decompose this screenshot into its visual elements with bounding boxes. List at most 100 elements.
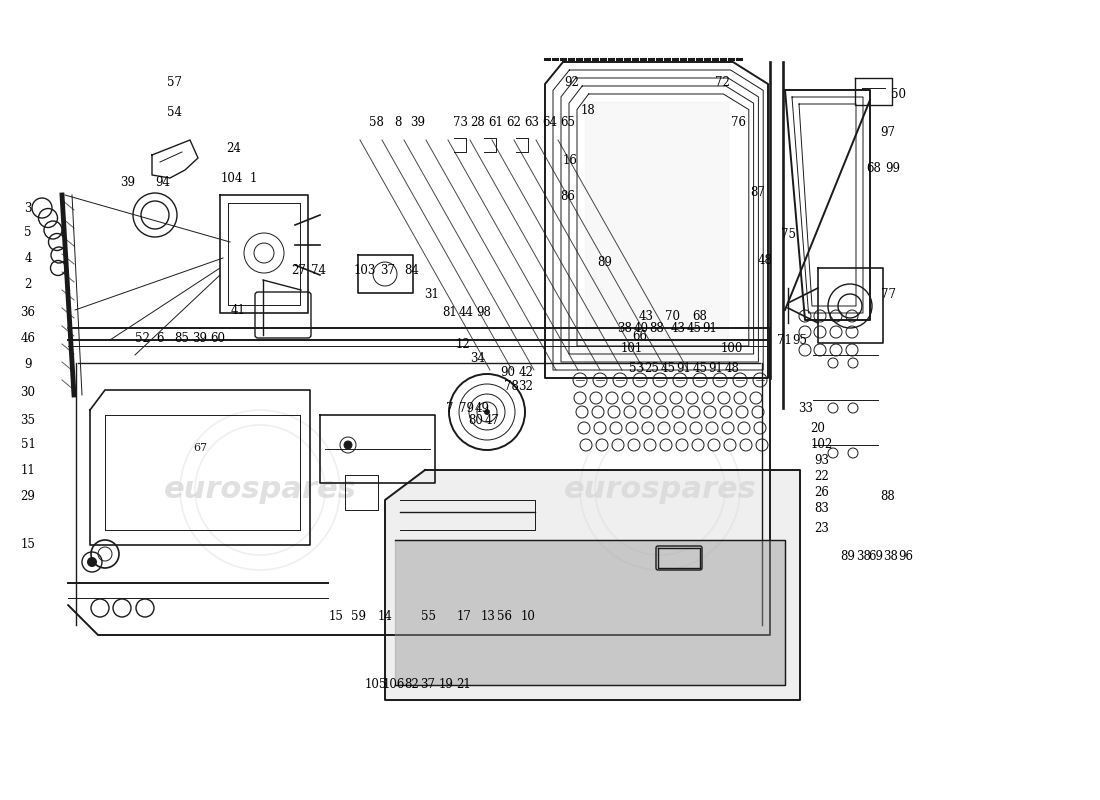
Text: 33: 33 bbox=[799, 402, 814, 414]
Text: 44: 44 bbox=[459, 306, 473, 318]
Text: 79: 79 bbox=[459, 402, 473, 414]
Text: 85: 85 bbox=[175, 331, 189, 345]
Text: 88: 88 bbox=[650, 322, 664, 334]
Text: 63: 63 bbox=[525, 115, 539, 129]
Text: 17: 17 bbox=[456, 610, 472, 622]
Text: 45: 45 bbox=[693, 362, 707, 374]
Text: 66: 66 bbox=[632, 330, 648, 342]
Text: 72: 72 bbox=[715, 75, 729, 89]
Text: 10: 10 bbox=[520, 610, 536, 622]
Text: 84: 84 bbox=[405, 263, 419, 277]
Text: 99: 99 bbox=[886, 162, 901, 174]
Text: 55: 55 bbox=[420, 610, 436, 622]
Text: 1: 1 bbox=[250, 171, 256, 185]
Text: 15: 15 bbox=[329, 610, 343, 622]
Text: 82: 82 bbox=[405, 678, 419, 690]
Text: 92: 92 bbox=[564, 75, 580, 89]
Text: 49: 49 bbox=[474, 402, 490, 414]
Text: 106: 106 bbox=[383, 678, 405, 690]
Text: 87: 87 bbox=[750, 186, 766, 198]
Text: 16: 16 bbox=[562, 154, 578, 166]
Text: 42: 42 bbox=[518, 366, 534, 379]
Text: 30: 30 bbox=[21, 386, 35, 398]
Text: 60: 60 bbox=[210, 331, 225, 345]
Text: 26: 26 bbox=[815, 486, 829, 498]
Text: 76: 76 bbox=[730, 115, 746, 129]
Text: 46: 46 bbox=[21, 331, 35, 345]
Text: 73: 73 bbox=[452, 115, 468, 129]
Text: 83: 83 bbox=[815, 502, 829, 514]
Text: 86: 86 bbox=[561, 190, 575, 202]
Text: 101: 101 bbox=[620, 342, 644, 354]
Text: 9: 9 bbox=[24, 358, 32, 371]
Text: 3: 3 bbox=[24, 202, 32, 214]
Text: 98: 98 bbox=[476, 306, 492, 318]
Text: 20: 20 bbox=[811, 422, 825, 434]
Text: 89: 89 bbox=[597, 257, 613, 270]
Text: 56: 56 bbox=[496, 610, 512, 622]
Text: 94: 94 bbox=[155, 175, 170, 189]
Text: 68: 68 bbox=[693, 310, 707, 322]
Text: 48: 48 bbox=[725, 362, 739, 374]
Text: 4: 4 bbox=[24, 251, 32, 265]
Text: 77: 77 bbox=[880, 289, 895, 302]
Text: 39: 39 bbox=[121, 175, 135, 189]
Text: 100: 100 bbox=[720, 342, 744, 354]
Text: 39: 39 bbox=[192, 331, 208, 345]
Text: 45: 45 bbox=[686, 322, 702, 334]
Text: 43: 43 bbox=[671, 322, 685, 334]
Text: 74: 74 bbox=[310, 263, 326, 277]
Text: 102: 102 bbox=[811, 438, 833, 450]
Text: 70: 70 bbox=[664, 310, 680, 322]
Text: 6: 6 bbox=[156, 331, 164, 345]
Text: 95: 95 bbox=[792, 334, 807, 346]
Text: 57: 57 bbox=[167, 75, 183, 89]
Text: 34: 34 bbox=[471, 351, 485, 365]
Text: 91: 91 bbox=[703, 322, 717, 334]
Text: 71: 71 bbox=[777, 334, 791, 346]
Text: 81: 81 bbox=[442, 306, 458, 318]
Text: 67: 67 bbox=[192, 443, 207, 453]
Text: 78: 78 bbox=[504, 379, 518, 393]
Text: 5: 5 bbox=[24, 226, 32, 238]
Text: 65: 65 bbox=[561, 115, 575, 129]
Text: eurospares: eurospares bbox=[164, 475, 356, 505]
Text: 13: 13 bbox=[481, 610, 495, 622]
Text: 104: 104 bbox=[221, 171, 243, 185]
Text: 45: 45 bbox=[660, 362, 675, 374]
Polygon shape bbox=[395, 540, 785, 685]
Text: 91: 91 bbox=[676, 362, 692, 374]
Text: 8: 8 bbox=[394, 115, 402, 129]
Text: 43: 43 bbox=[638, 310, 653, 322]
Text: 96: 96 bbox=[899, 550, 913, 562]
Circle shape bbox=[344, 441, 352, 449]
Text: 40: 40 bbox=[634, 322, 649, 334]
Text: 103: 103 bbox=[354, 263, 376, 277]
Text: 90: 90 bbox=[500, 366, 516, 379]
Text: 35: 35 bbox=[21, 414, 35, 426]
Text: 64: 64 bbox=[542, 115, 558, 129]
Text: 89: 89 bbox=[840, 550, 856, 562]
Text: 38: 38 bbox=[883, 550, 899, 562]
Text: 50: 50 bbox=[891, 89, 905, 102]
Text: 59: 59 bbox=[351, 610, 365, 622]
Text: 38: 38 bbox=[857, 550, 871, 562]
Polygon shape bbox=[585, 102, 728, 363]
Text: 15: 15 bbox=[21, 538, 35, 551]
Text: 31: 31 bbox=[425, 289, 439, 302]
Text: 62: 62 bbox=[507, 115, 521, 129]
Text: 37: 37 bbox=[381, 263, 396, 277]
Text: 37: 37 bbox=[420, 678, 436, 690]
Text: 54: 54 bbox=[167, 106, 183, 118]
Text: 11: 11 bbox=[21, 463, 35, 477]
Polygon shape bbox=[385, 470, 800, 700]
Text: 58: 58 bbox=[368, 115, 384, 129]
Text: 21: 21 bbox=[456, 678, 472, 690]
Text: 97: 97 bbox=[880, 126, 895, 138]
Text: 32: 32 bbox=[518, 379, 534, 393]
Text: 39: 39 bbox=[410, 115, 426, 129]
Text: 23: 23 bbox=[815, 522, 829, 534]
Text: 28: 28 bbox=[471, 115, 485, 129]
Text: 91: 91 bbox=[708, 362, 724, 374]
Text: 75: 75 bbox=[781, 229, 795, 242]
